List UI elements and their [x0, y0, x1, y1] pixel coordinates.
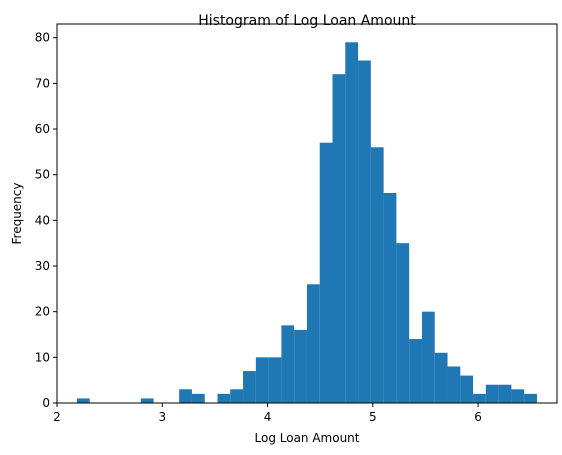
y-tick-label: 0 — [42, 396, 50, 410]
y-tick-label: 40 — [35, 213, 50, 227]
histogram-bar — [524, 393, 537, 403]
y-tick-label: 10 — [35, 350, 50, 364]
x-tick-label: 5 — [369, 410, 377, 424]
histogram-bar — [294, 329, 307, 403]
axes-group — [56, 23, 558, 404]
y-tick-label: 30 — [35, 259, 50, 273]
histogram-bar — [370, 147, 384, 403]
x-tick-label: 4 — [264, 410, 272, 424]
histogram-bar — [76, 398, 90, 403]
chart-title: Histogram of Log Loan Amount — [198, 13, 416, 29]
histogram-bar — [498, 384, 512, 403]
x-axis-ticks: 2 3 4 5 6 — [53, 403, 482, 424]
histogram-bar — [447, 366, 461, 403]
x-tick-label: 2 — [53, 410, 61, 424]
bars-group — [76, 42, 537, 404]
histogram-bar — [179, 389, 192, 403]
histogram-bar — [396, 243, 410, 403]
histogram-bar — [243, 371, 256, 403]
histogram-bar — [460, 375, 474, 403]
histogram-bar — [485, 384, 499, 403]
y-tick-label: 80 — [35, 31, 50, 45]
histogram-bar — [511, 389, 525, 403]
histogram-bar — [281, 325, 295, 403]
y-tick-label: 70 — [35, 76, 50, 90]
histogram-bar — [217, 393, 231, 403]
histogram-bar — [230, 389, 244, 403]
y-axis-ticks: 0 10 20 30 40 50 60 70 80 — [35, 31, 57, 410]
histogram-bar — [409, 339, 422, 403]
histogram-bar — [383, 192, 397, 403]
y-axis-label: Frequency — [10, 183, 24, 245]
plot-frame — [56, 23, 558, 404]
histogram-bar — [345, 42, 359, 404]
histogram-bar — [358, 60, 371, 403]
histogram-bar — [319, 142, 333, 403]
histogram-bar — [421, 311, 435, 403]
histogram-bar — [268, 357, 282, 403]
histogram-bar — [434, 352, 448, 403]
y-tick-label: 20 — [35, 305, 50, 319]
x-tick-label: 6 — [474, 410, 482, 424]
y-tick-label: 50 — [35, 168, 50, 182]
y-tick-label: 60 — [35, 122, 50, 136]
histogram-bar — [191, 393, 205, 403]
x-tick-label: 3 — [158, 410, 166, 424]
histogram-bar — [473, 393, 486, 403]
histogram-bar — [306, 284, 320, 403]
histogram-bar — [332, 74, 346, 403]
histogram-bar — [140, 398, 154, 403]
x-axis-label: Log Loan Amount — [255, 431, 360, 445]
histogram-bar — [255, 357, 269, 403]
